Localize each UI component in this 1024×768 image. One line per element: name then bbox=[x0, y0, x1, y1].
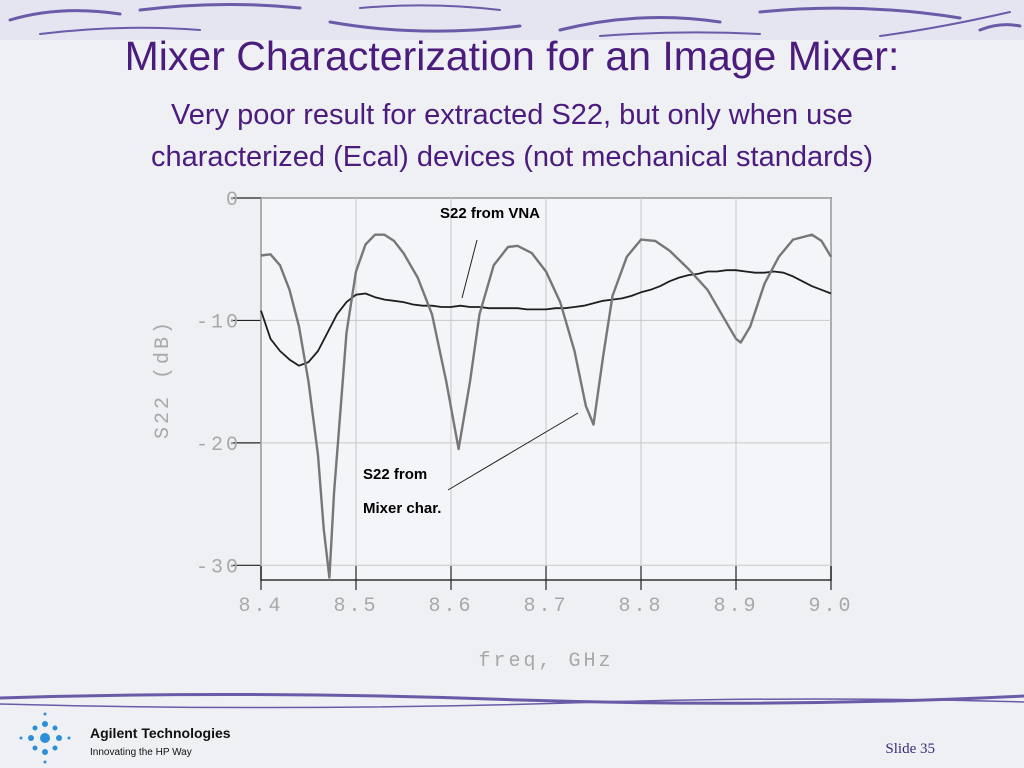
annotation: S22 from VNA bbox=[440, 205, 540, 222]
logo-dot bbox=[67, 736, 71, 740]
wave bbox=[8, 2, 1022, 33]
x-tick-label: 9.0 bbox=[808, 595, 853, 618]
logo-dot bbox=[32, 725, 38, 731]
bottom-waves bbox=[0, 692, 1024, 709]
logo-dot bbox=[42, 749, 48, 755]
logo-dot bbox=[56, 735, 62, 741]
y-tick-label: -30 bbox=[196, 556, 241, 579]
company-name: Agilent Technologies bbox=[90, 725, 231, 741]
y-tick-label: 0 bbox=[226, 189, 241, 212]
tagline: Innovating the HP Way bbox=[90, 747, 192, 758]
wave bbox=[0, 692, 1024, 705]
x-tick-label: 8.8 bbox=[618, 595, 663, 618]
subtitle: Very poor result for extracted S22, but … bbox=[171, 99, 853, 131]
leader-line bbox=[447, 412, 579, 491]
y-tick-label: -20 bbox=[196, 434, 241, 457]
logo-dot bbox=[52, 725, 58, 731]
y-tick-label: -10 bbox=[196, 311, 241, 334]
x-tick-label: 8.6 bbox=[428, 595, 473, 618]
logo-dot bbox=[52, 745, 58, 751]
top-waves bbox=[8, 2, 1022, 37]
logo-dot bbox=[42, 721, 48, 727]
y-axis-label: S22 (dB) bbox=[152, 319, 175, 439]
series-line bbox=[260, 233, 833, 579]
wave bbox=[0, 698, 1024, 709]
logo-dot bbox=[43, 760, 47, 764]
title: Mixer Characterization for an Image Mixe… bbox=[125, 33, 900, 79]
logo-dot bbox=[43, 712, 47, 716]
logo-dot bbox=[40, 733, 50, 743]
leader-line bbox=[461, 239, 478, 299]
x-axis-label: freq, GHz bbox=[478, 650, 613, 673]
annotation: Mixer char. bbox=[363, 500, 441, 517]
logo-dot bbox=[19, 736, 23, 740]
logo-dot bbox=[28, 735, 34, 741]
chart: 0 -10 -20 -30 8.4 8.5 8.6 8.7 8.8 8.9 9.0 freq, GHz… bbox=[152, 189, 853, 673]
x-tick-label: 8.9 bbox=[713, 595, 758, 618]
wave bbox=[39, 4, 1011, 37]
series-line bbox=[260, 269, 832, 367]
slide-number: Slide 35 bbox=[885, 741, 935, 757]
logo bbox=[19, 712, 71, 764]
annotation: S22 from bbox=[363, 466, 427, 483]
x-tick-label: 8.7 bbox=[523, 595, 568, 618]
x-tick-label: 8.4 bbox=[238, 595, 283, 618]
x-tick-label: 8.5 bbox=[333, 595, 378, 618]
logo-dot bbox=[32, 745, 38, 751]
subtitle: characterized (Ecal) devices (not mechan… bbox=[151, 141, 873, 173]
